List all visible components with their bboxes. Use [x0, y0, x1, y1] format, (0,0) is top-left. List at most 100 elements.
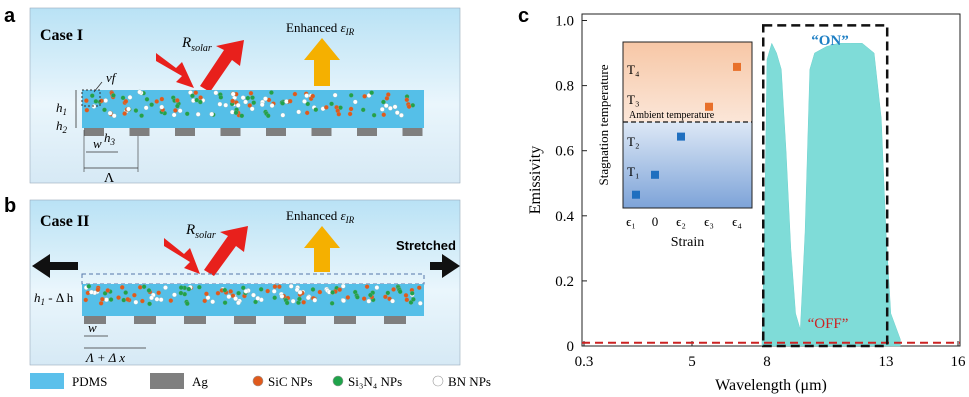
h1-dh-label: h1 - Δ h	[34, 290, 74, 307]
nanoparticle	[127, 95, 133, 100]
inset-y-tick-label: T₂	[627, 134, 639, 149]
nanoparticle	[84, 98, 89, 103]
inset-hot-region	[623, 42, 752, 122]
nanoparticle	[272, 295, 278, 301]
nanoparticle	[116, 295, 121, 300]
y-tick-label: 0.2	[555, 274, 574, 290]
panel-b-background	[29, 199, 461, 366]
materials-legend: PDMS Ag SiC NPs Si₃N₄ NPs BN NPs	[30, 373, 491, 389]
vf-label: vf	[106, 70, 118, 85]
nanoparticle	[159, 96, 165, 102]
legend-swatch	[150, 373, 184, 389]
nanoparticle	[236, 300, 241, 306]
enhanced-ir-label-a: Enhanced εIR	[286, 20, 355, 37]
nanoparticle	[317, 289, 323, 295]
nanoparticle	[258, 286, 264, 292]
vf-leader	[93, 81, 103, 93]
inset-x-tick-label: ϵ₃	[704, 214, 714, 229]
nanoparticle	[305, 295, 311, 301]
nanoparticle	[123, 99, 129, 104]
nanoparticle	[149, 295, 154, 301]
nanoparticle	[301, 299, 307, 305]
nanoparticle	[233, 296, 238, 302]
nanoparticle	[171, 112, 177, 118]
nanoparticle	[107, 110, 113, 116]
nanoparticle	[83, 297, 89, 303]
ag-block	[129, 128, 150, 136]
nanoparticle	[348, 92, 354, 98]
nanoparticle	[228, 289, 234, 294]
nanoparticle	[202, 298, 208, 304]
nanoparticle	[184, 111, 190, 117]
nanoparticle	[379, 106, 385, 112]
nanoparticle	[361, 296, 367, 301]
nanoparticle	[230, 91, 236, 97]
nanoparticle	[193, 90, 199, 96]
nanoparticle	[337, 287, 343, 292]
nanoparticle	[279, 293, 285, 299]
nanoparticle	[240, 285, 246, 291]
nanoparticle	[250, 95, 255, 100]
panel-a-label: a	[4, 5, 16, 27]
nanoparticle	[103, 98, 109, 103]
nanoparticle	[329, 300, 335, 306]
pdms-base-b	[82, 306, 424, 316]
nanoparticle	[102, 290, 108, 296]
nanoparticle	[108, 297, 114, 302]
nanoparticle	[194, 97, 200, 103]
nanoparticle	[345, 295, 351, 300]
nanoparticle	[139, 113, 144, 119]
nanoparticle	[178, 290, 184, 296]
nanoparticle	[111, 113, 117, 119]
nanoparticle	[144, 96, 150, 102]
x-tick-label: 5	[688, 354, 696, 370]
nanoparticle	[146, 288, 152, 293]
inset-x-axis-label: Strain	[671, 235, 704, 250]
reflected-solar-arrow-b	[204, 226, 248, 276]
nanoparticle	[366, 298, 372, 304]
nanoparticle	[89, 93, 95, 99]
y-tick-label: 0.6	[555, 144, 574, 160]
nanoparticles-b	[83, 283, 423, 307]
nanoparticle	[137, 284, 143, 290]
x-axis-label: Wavelength (μm)	[715, 377, 827, 394]
ag-grating-a	[84, 128, 423, 136]
inset-x-tick-label: ϵ₂	[676, 214, 686, 229]
inset-y-tick-label: T₃	[627, 92, 639, 107]
nanoparticle	[388, 105, 393, 111]
inset-data-point	[632, 190, 640, 199]
nanoparticle	[364, 284, 370, 290]
x-tick-label: 8	[763, 354, 771, 370]
nanoparticle	[284, 300, 290, 306]
panel-c-label: c	[518, 5, 529, 27]
nanoparticle	[330, 290, 335, 295]
nanoparticle	[397, 289, 403, 295]
nanoparticle	[226, 294, 232, 299]
nanoparticle	[204, 291, 209, 297]
x-tick-label: 13	[879, 354, 894, 370]
legend-label: BN NPs	[448, 374, 491, 389]
nanoparticle	[409, 290, 415, 296]
nanoparticle	[172, 292, 177, 298]
r-solar-label-b: Rsolar	[185, 222, 216, 241]
nanoparticle	[251, 292, 256, 298]
nanoparticle	[404, 97, 410, 103]
inset-y-tick-label: T₁	[627, 164, 639, 179]
nanoparticle	[119, 285, 125, 290]
nanoparticle	[411, 297, 416, 302]
nanoparticle	[104, 297, 109, 303]
nanoparticle	[218, 95, 224, 100]
nanoparticle	[123, 290, 129, 295]
nanoparticle	[177, 108, 183, 114]
nanoparticle	[205, 295, 211, 301]
legend-label: PDMS	[72, 374, 107, 389]
nanoparticle	[140, 298, 145, 304]
inset-data-point	[677, 132, 685, 141]
nanoparticle	[213, 90, 219, 96]
nanoparticle	[263, 96, 268, 102]
nanoparticle	[332, 92, 338, 98]
nanoparticle	[195, 111, 201, 117]
inset-frame	[622, 41, 753, 209]
inset-x-tick-label: ϵ₁	[626, 214, 636, 229]
